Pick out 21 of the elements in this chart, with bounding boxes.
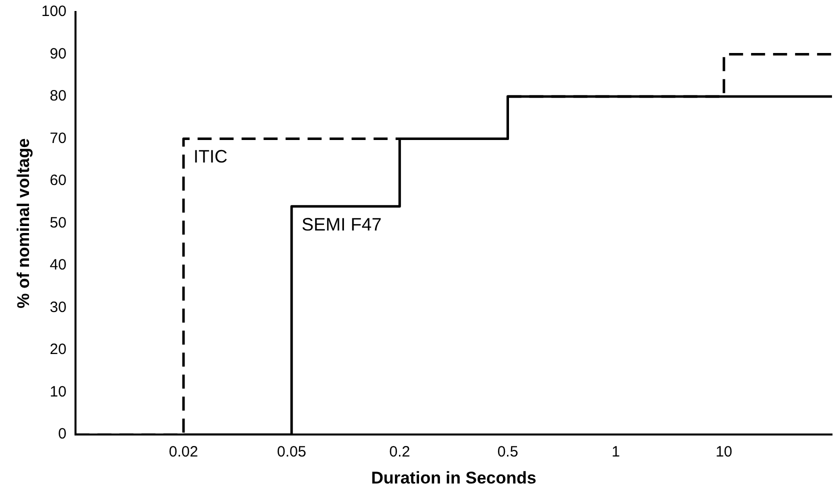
x-tick-label: 0.2 — [389, 444, 410, 461]
y-tick-label: 100 — [41, 3, 66, 20]
y-tick-label: 40 — [50, 256, 66, 274]
y-tick-label: 50 — [50, 214, 66, 232]
y-tick-label: 0 — [58, 426, 66, 443]
x-tick-label: 0.05 — [276, 444, 306, 461]
x-tick-label: 1 — [612, 444, 620, 461]
y-tick-label: 20 — [50, 341, 66, 358]
y-tick-label: 90 — [50, 45, 66, 62]
x-tick-label: 0.02 — [168, 444, 198, 461]
y-axis-title: % of nominal voltage — [14, 138, 33, 308]
series-label: SEMI F47 — [302, 214, 382, 234]
y-tick-label: 30 — [50, 298, 66, 316]
y-tick-label: 10 — [50, 383, 66, 400]
series-label: ITIC — [194, 146, 228, 167]
x-axis-title: Duration in Seconds — [371, 468, 536, 488]
y-tick-label: 80 — [50, 88, 66, 105]
y-tick-label: 70 — [50, 130, 66, 147]
x-tick-label: 10 — [716, 444, 732, 461]
x-tick-label: 0.5 — [497, 444, 518, 461]
y-tick-label: 60 — [50, 172, 66, 190]
